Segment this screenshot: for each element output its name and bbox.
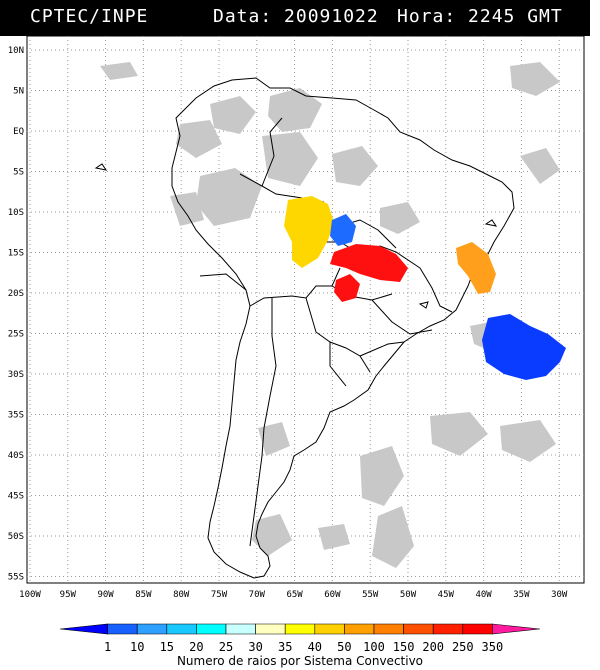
colorbar-cell — [284, 623, 316, 635]
colorbar-tick-label: 1 — [104, 640, 111, 654]
colorbar-tick-label: 250 — [452, 640, 474, 654]
lon-label: 95W — [60, 590, 77, 600]
colorbar-tick-label: 35 — [278, 640, 292, 654]
lat-label: 45S — [8, 492, 24, 502]
colorbar-cell — [166, 623, 197, 635]
lat-label: 25S — [8, 330, 24, 340]
colorbar-cell — [255, 623, 286, 635]
colorbar-cell — [107, 623, 138, 635]
lat-label: 5S — [13, 168, 24, 178]
lat-label: 35S — [8, 411, 24, 421]
colorbar-tick-label: 200 — [422, 640, 444, 654]
blue-system-ocean — [482, 314, 566, 380]
colorbar-cell — [373, 623, 404, 635]
lon-label: 65W — [286, 590, 303, 600]
colorbar-caption: Numero de raios por Sistema Convectivo — [176, 654, 424, 668]
red-system-south — [334, 274, 360, 302]
lon-label: 90W — [97, 590, 114, 600]
lon-label: 60W — [324, 590, 341, 600]
latitude-labels: 10N 5N EQ 5S 10S 15S 20S 25S 30S 35S 40S 45S 50S 55S — [8, 46, 24, 583]
colorbar-cell — [432, 623, 464, 635]
yellow-system — [284, 196, 334, 268]
lat-label: 10S — [8, 208, 24, 218]
orange-system — [456, 242, 496, 294]
colorbar-cell — [403, 623, 434, 635]
lat-label: 40S — [8, 451, 24, 461]
lat-label: 20S — [8, 289, 24, 299]
lon-label: 35W — [513, 590, 530, 600]
colorbar-cell — [225, 623, 256, 635]
colorbar-tick-label: 40 — [308, 640, 322, 654]
colorbar-tick-label: 50 — [337, 640, 351, 654]
lon-label: 75W — [211, 590, 228, 600]
lon-label: 55W — [362, 590, 379, 600]
title-bar: CPTEC/INPE Data: 20091022 Hora: 2245 GMT — [0, 0, 590, 36]
colorbar: 1 10 15 20 25 30 35 40 50 100 150 200 250 350 — [59, 623, 541, 654]
lon-label: 80W — [173, 590, 190, 600]
lon-label: 85W — [135, 590, 152, 600]
lat-label: 30S — [8, 370, 24, 380]
colorbar-tick-label: 25 — [219, 640, 233, 654]
longitude-labels: 100W 95W 90W 85W 80W 75W 70W 65W 60W 55W 50W 45W 40W… — [19, 590, 568, 600]
colorbar-cell — [196, 623, 227, 635]
lon-label: 40W — [475, 590, 492, 600]
colorbar-cell — [344, 623, 375, 635]
colorbar-cell — [314, 623, 345, 635]
colorbar-tick-label: 150 — [393, 640, 415, 654]
agency-label: CPTEC/INPE — [30, 6, 149, 27]
time-label: Hora: 2245 GMT — [397, 6, 563, 27]
convective-systems — [284, 196, 566, 380]
south-america-coast — [171, 77, 515, 579]
colorbar-tick-label: 15 — [160, 640, 174, 654]
cloud-cover — [100, 62, 560, 568]
colorbar-cell — [492, 623, 541, 635]
colorbar-tick-label: 30 — [248, 640, 262, 654]
colorbar-tick-label: 20 — [189, 640, 203, 654]
lat-label: EQ — [13, 127, 24, 137]
lon-label: 50W — [400, 590, 417, 600]
lon-label: 45W — [438, 590, 455, 600]
date-label: Data: 20091022 — [213, 6, 379, 27]
islands — [94, 163, 498, 309]
blue-system-small — [330, 214, 356, 246]
colorbar-tick-label: 350 — [482, 640, 504, 654]
graticule — [27, 36, 584, 583]
lat-label: 55S — [8, 573, 24, 583]
colorbar-tick-label: 10 — [130, 640, 144, 654]
red-system-east — [330, 244, 408, 282]
colorbar-tick-label: 100 — [363, 640, 385, 654]
colorbar-cell — [136, 623, 168, 635]
lat-label: 15S — [8, 249, 24, 259]
lon-label: 70W — [249, 590, 266, 600]
lat-label: 50S — [8, 532, 24, 542]
colorbar-cell — [462, 623, 493, 635]
map-canvas: 10N5NEQ5S10S15S20S25S30S35S40S45S50S55S … — [8, 36, 585, 600]
colorbar-cell — [59, 623, 108, 635]
lon-label: 100W — [19, 590, 41, 600]
lon-label: 30W — [551, 590, 568, 600]
lat-label: 5N — [13, 87, 24, 97]
lat-label: 10N — [8, 46, 24, 56]
